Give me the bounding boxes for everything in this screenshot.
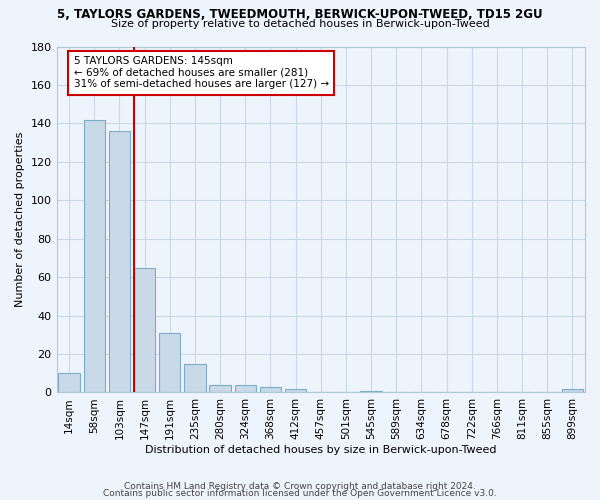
Text: Contains public sector information licensed under the Open Government Licence v3: Contains public sector information licen… xyxy=(103,490,497,498)
Bar xyxy=(134,268,155,392)
Bar xyxy=(562,388,583,392)
Text: 5, TAYLORS GARDENS, TWEEDMOUTH, BERWICK-UPON-TWEED, TD15 2GU: 5, TAYLORS GARDENS, TWEEDMOUTH, BERWICK-… xyxy=(57,8,543,20)
Bar xyxy=(109,131,130,392)
Bar xyxy=(235,385,256,392)
Bar xyxy=(361,390,382,392)
X-axis label: Distribution of detached houses by size in Berwick-upon-Tweed: Distribution of detached houses by size … xyxy=(145,445,497,455)
Bar xyxy=(184,364,206,392)
Y-axis label: Number of detached properties: Number of detached properties xyxy=(15,132,25,307)
Bar xyxy=(159,333,181,392)
Text: 5 TAYLORS GARDENS: 145sqm
← 69% of detached houses are smaller (281)
31% of semi: 5 TAYLORS GARDENS: 145sqm ← 69% of detac… xyxy=(74,56,329,90)
Bar xyxy=(285,388,307,392)
Bar xyxy=(83,120,105,392)
Text: Contains HM Land Registry data © Crown copyright and database right 2024.: Contains HM Land Registry data © Crown c… xyxy=(124,482,476,491)
Bar xyxy=(209,385,231,392)
Text: Size of property relative to detached houses in Berwick-upon-Tweed: Size of property relative to detached ho… xyxy=(110,19,490,29)
Bar xyxy=(58,373,80,392)
Bar xyxy=(260,386,281,392)
